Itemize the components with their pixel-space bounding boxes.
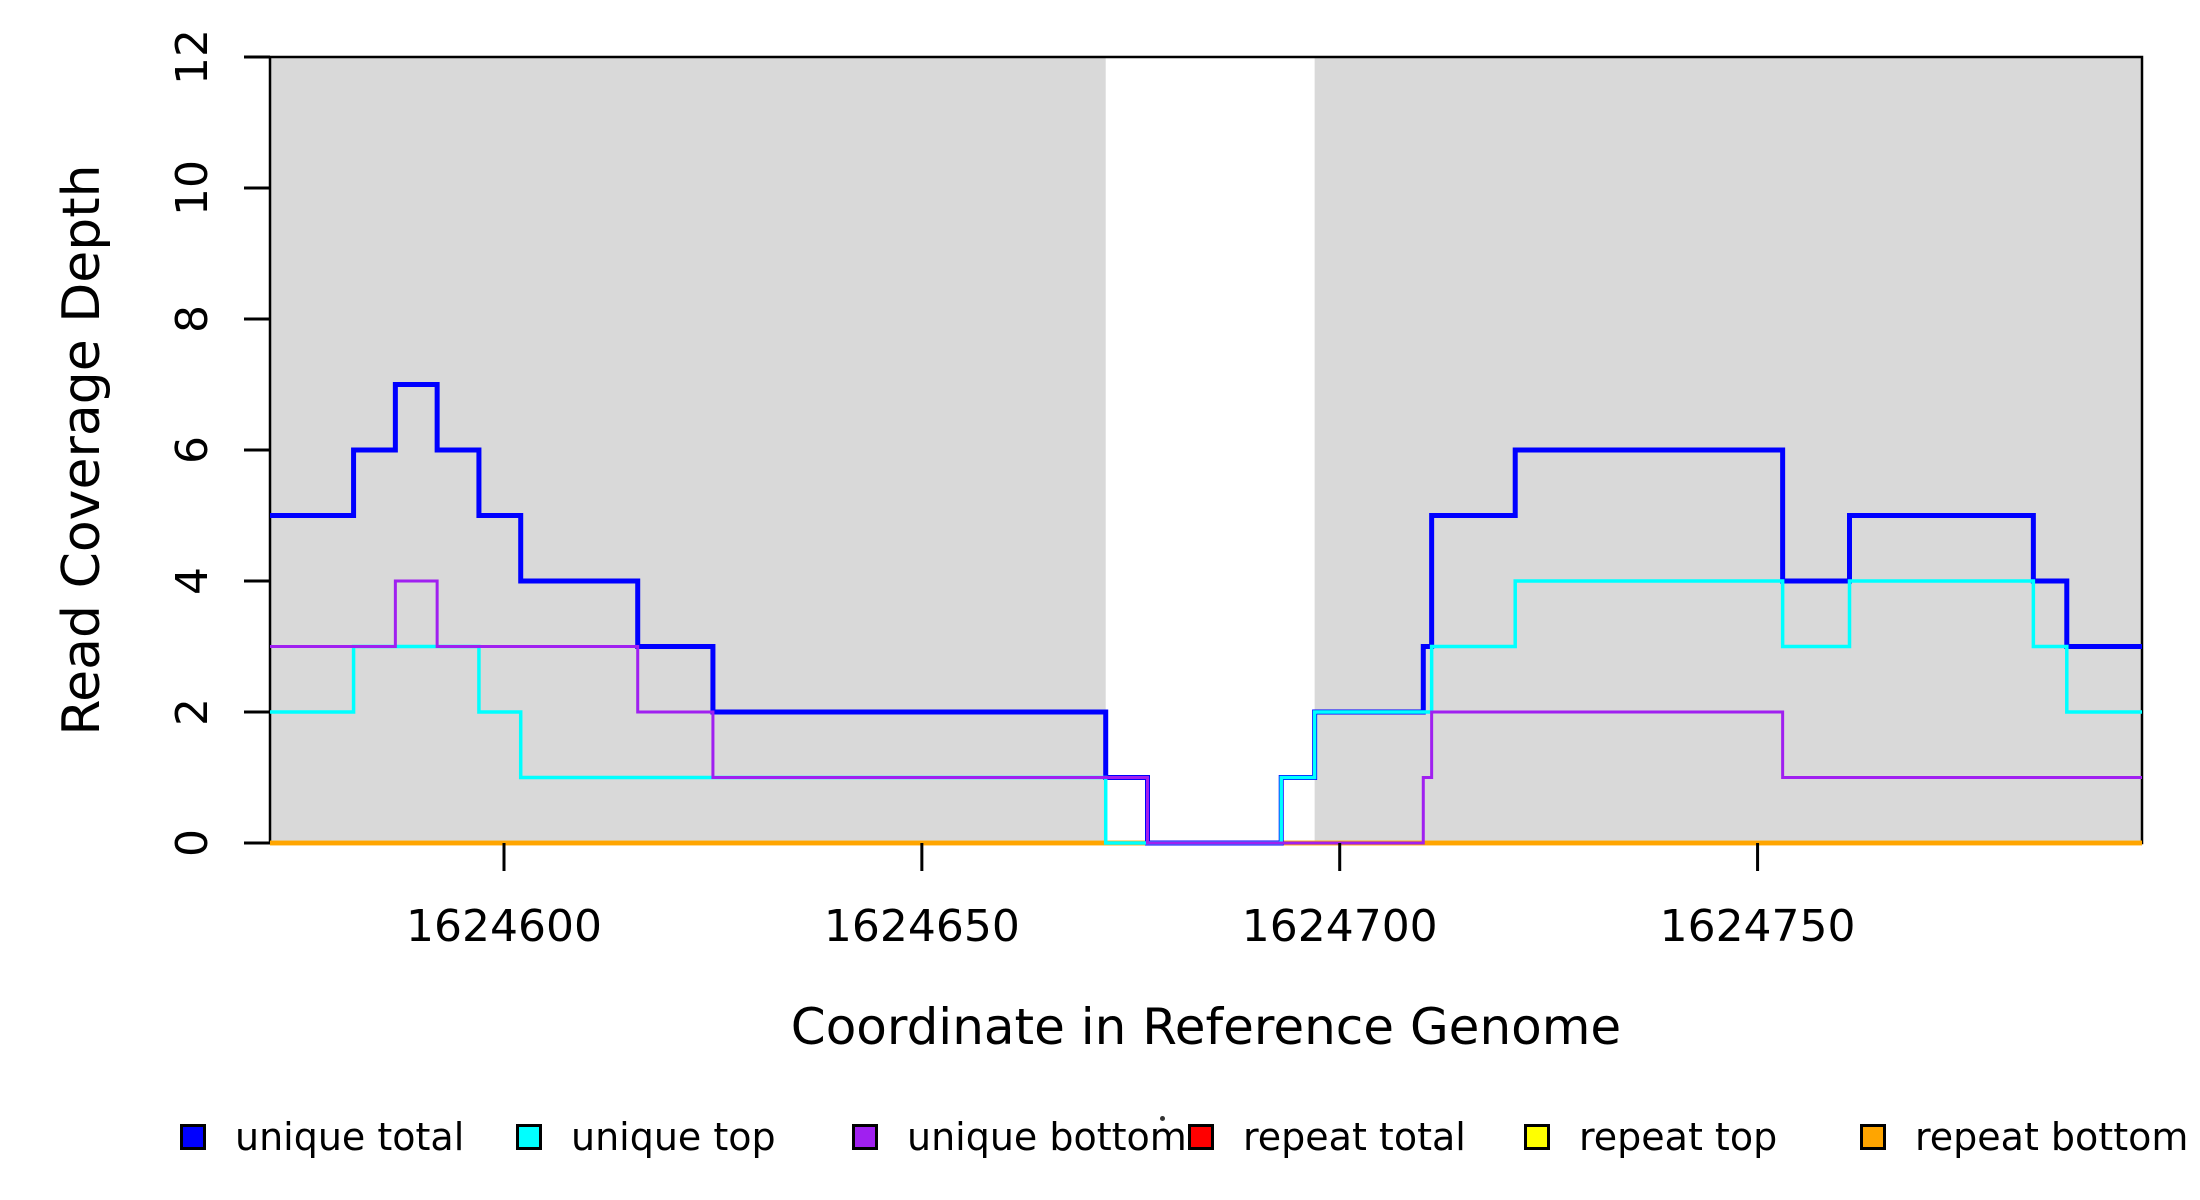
series-line-unique-top bbox=[270, 579, 2142, 845]
legend-item-repeat-total: repeat total bbox=[1188, 1112, 1466, 1162]
x-axis-title: Coordinate in Reference Genome bbox=[790, 998, 1622, 1056]
legend-swatch-repeat-bottom bbox=[1860, 1124, 1886, 1150]
legend-label-repeat-top: repeat top bbox=[1579, 1115, 1778, 1159]
y-tick-label: 10 bbox=[167, 160, 218, 216]
legend-swatch-repeat-top bbox=[1524, 1124, 1550, 1150]
legend-item-unique-top: unique top bbox=[516, 1112, 776, 1162]
x-tick-label: 1624600 bbox=[406, 901, 602, 952]
legend-label-unique-total: unique total bbox=[235, 1115, 465, 1159]
x-tick-label: 1624700 bbox=[1242, 901, 1438, 952]
legend-label-repeat-total: repeat total bbox=[1243, 1115, 1466, 1159]
x-tick-label: 1624750 bbox=[1660, 901, 1856, 952]
legend-label-repeat-bottom: repeat bottom bbox=[1915, 1115, 2189, 1159]
legend-label-unique-top: unique top bbox=[571, 1115, 776, 1159]
legend-swatch-unique-bottom bbox=[852, 1124, 878, 1150]
y-tick-label: 6 bbox=[167, 436, 218, 464]
y-tick-label: 4 bbox=[167, 567, 218, 595]
series-line-unique-bottom bbox=[270, 579, 2142, 845]
legend-item-repeat-top: repeat top bbox=[1524, 1112, 1777, 1162]
y-tick-label: 2 bbox=[167, 698, 218, 726]
stray-mark bbox=[1160, 1116, 1165, 1121]
y-tick-label: 12 bbox=[167, 29, 218, 85]
legend-label-unique-bottom: unique bottom bbox=[907, 1115, 1187, 1159]
legend-swatch-unique-total bbox=[180, 1124, 206, 1150]
x-tick-label: 1624650 bbox=[824, 901, 1020, 952]
legend-swatch-repeat-total bbox=[1188, 1124, 1214, 1150]
y-tick-label: 8 bbox=[167, 305, 218, 333]
legend-swatch-unique-top bbox=[516, 1124, 542, 1150]
y-axis-title: Read Coverage Depth bbox=[52, 164, 112, 736]
legend-item-unique-bottom: unique bottom bbox=[852, 1112, 1187, 1162]
legend-item-repeat-bottom: repeat bottom bbox=[1860, 1112, 2188, 1162]
y-tick-label: 0 bbox=[167, 829, 218, 857]
legend-item-unique-total: unique total bbox=[180, 1112, 464, 1162]
